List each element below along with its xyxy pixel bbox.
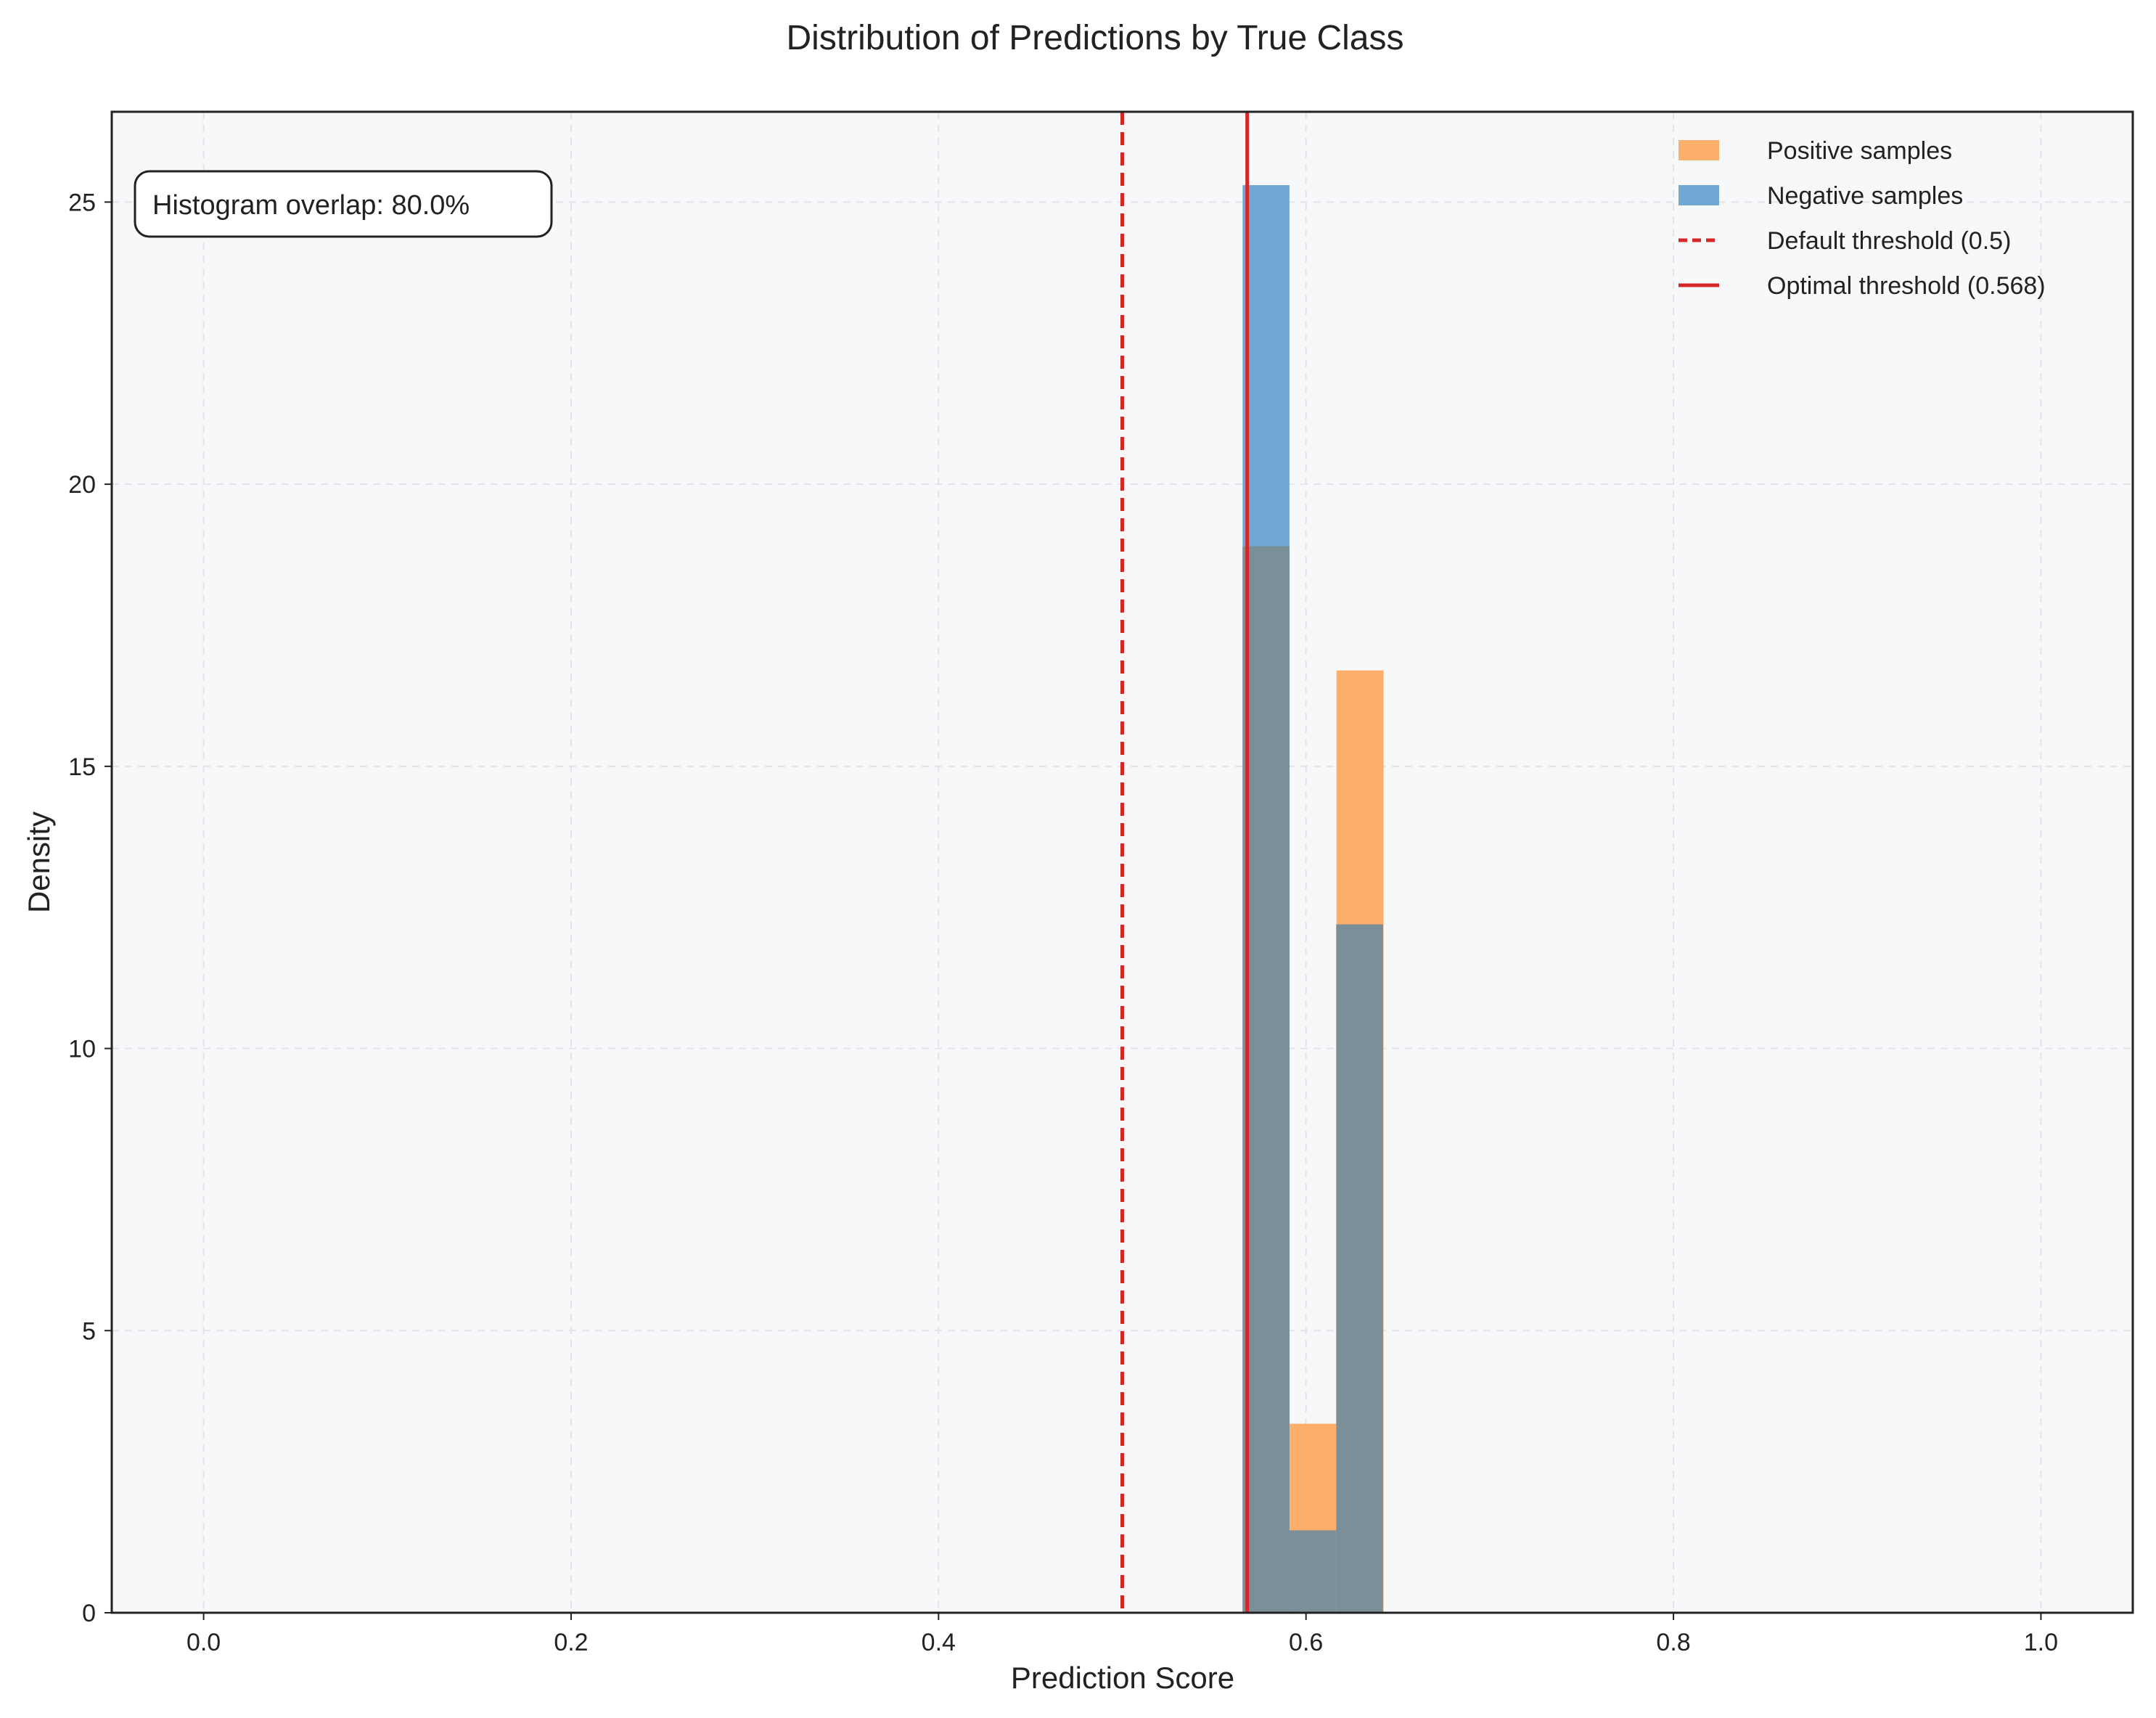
annotation-box-frame [134,170,553,238]
x-tick-label: 0.6 [1289,1629,1323,1656]
x-axis-label: Prediction Score [1011,1661,1234,1695]
y-tick-label: 25 [68,189,96,216]
overlap-bar [1290,1530,1337,1613]
legend-swatch [1679,140,1719,160]
y-axis-label: Density [22,811,56,913]
overlap-annotation: Histogram overlap: 80.0% [134,170,553,238]
y-tick-label: 10 [68,1036,96,1063]
chart-title: Distribution of Predictions by True Clas… [786,19,1403,57]
threshold-lines [1120,112,1250,1613]
plot-frame [110,110,2134,1614]
x-tick-label: 1.0 [2024,1629,2058,1656]
x-tick-label: 0.2 [554,1629,588,1656]
legend-label: Optimal threshold (0.568) [1767,272,2046,300]
legend: Positive samples Negative samples Default … [1679,137,2046,300]
x-tick-label: 0.4 [922,1629,956,1656]
y-tick-label: 15 [68,753,96,781]
overlap-bar [1336,924,1383,1613]
x-tick-label: 0.0 [187,1629,221,1656]
y-tick-label: 0 [82,1600,96,1627]
legend-label: Positive samples [1767,137,1952,165]
legend-swatch [1679,185,1719,205]
y-tick-label: 5 [82,1317,96,1345]
overlap-bar [1242,546,1290,1613]
annotation-text: Histogram overlap: 80.0% [152,190,470,221]
x-axis-ticks: 0.0 0.2 0.4 0.6 0.8 1.0 [187,1613,2058,1656]
y-tick-label: 20 [68,471,96,499]
x-tick-label: 0.8 [1656,1629,1690,1656]
legend-label: Default threshold (0.5) [1767,227,2011,255]
histogram-bars [1242,185,1384,1613]
y-axis-ticks: 0 5 10 15 20 25 [68,189,112,1627]
legend-label: Negative samples [1767,182,1963,210]
